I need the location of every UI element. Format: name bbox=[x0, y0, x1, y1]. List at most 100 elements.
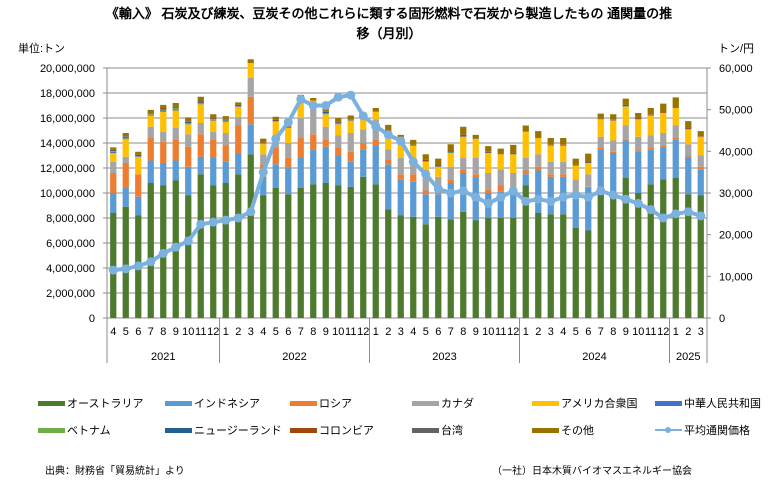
price-point bbox=[308, 101, 318, 110]
price-point bbox=[558, 192, 568, 202]
legend-label: オーストラリア bbox=[67, 398, 144, 410]
x-tick-year: 2025 bbox=[676, 351, 700, 363]
bar-segment bbox=[197, 100, 204, 102]
bar-segment bbox=[147, 138, 154, 161]
bar-segment bbox=[622, 105, 629, 107]
bar-segment bbox=[497, 148, 504, 154]
bar-segment bbox=[597, 186, 604, 318]
x-tick-month: 8 bbox=[460, 326, 466, 338]
bar-segment bbox=[372, 108, 379, 112]
bar-segment bbox=[197, 174, 204, 318]
bar-segment bbox=[285, 194, 292, 318]
bar-segment bbox=[272, 121, 279, 122]
bar-segment bbox=[510, 154, 517, 173]
y-tick-left: 20,000,000 bbox=[40, 63, 95, 75]
bar-segment bbox=[160, 104, 167, 108]
x-tick-month: 4 bbox=[260, 326, 266, 338]
bar-segment bbox=[697, 136, 704, 156]
bar-segment bbox=[547, 174, 554, 177]
price-point bbox=[683, 207, 693, 217]
bar-segment bbox=[597, 149, 604, 187]
bar-segment bbox=[147, 114, 154, 116]
bar-segment bbox=[210, 158, 217, 186]
bar-segment bbox=[585, 174, 592, 187]
bar-segment bbox=[235, 174, 242, 318]
bar-segment bbox=[410, 216, 417, 318]
bar-segment bbox=[172, 128, 179, 140]
bar-segment bbox=[272, 120, 279, 122]
legend-swatch bbox=[532, 400, 559, 406]
bar-segment bbox=[110, 150, 117, 152]
bar-segment bbox=[297, 118, 304, 138]
y-tick-left: 14,000,000 bbox=[40, 138, 95, 150]
price-point bbox=[471, 192, 481, 202]
bar-segment bbox=[672, 107, 679, 108]
bar-segment bbox=[197, 101, 204, 103]
bar-segment bbox=[247, 63, 254, 78]
bar-segment bbox=[322, 126, 329, 140]
bar-segment bbox=[285, 128, 292, 143]
bar-segment bbox=[197, 96, 204, 101]
bar-segment bbox=[185, 123, 192, 125]
bar-segment bbox=[272, 116, 279, 120]
price-point bbox=[183, 236, 193, 246]
legend-swatch bbox=[412, 400, 439, 406]
bar-segment bbox=[222, 161, 229, 183]
bar-segment bbox=[410, 139, 417, 145]
bar-segment bbox=[435, 166, 442, 177]
bar-segment bbox=[672, 178, 679, 318]
bar-segment bbox=[435, 194, 442, 217]
y-tick-left: 18,000,000 bbox=[40, 88, 95, 100]
bar-segment bbox=[585, 163, 592, 175]
bar-segment bbox=[672, 139, 679, 178]
legend-item: 平均通関価格 bbox=[655, 422, 750, 438]
price-point bbox=[196, 219, 206, 229]
bar-segment bbox=[635, 193, 642, 318]
bar-segment bbox=[547, 176, 554, 215]
price-point bbox=[146, 257, 156, 267]
bar-segment bbox=[697, 195, 704, 318]
bar-segment bbox=[697, 131, 704, 137]
bar-segment bbox=[622, 106, 629, 107]
bar-segment bbox=[647, 184, 654, 318]
bar-segment bbox=[385, 209, 392, 318]
x-tick-month: 1 bbox=[373, 326, 379, 338]
bar-segment bbox=[460, 134, 467, 137]
bar-segment bbox=[472, 158, 479, 175]
bar-segment bbox=[297, 158, 304, 188]
bar-segment bbox=[235, 106, 242, 107]
bar-segment bbox=[560, 144, 567, 145]
bar-segment bbox=[535, 213, 542, 318]
price-point bbox=[283, 117, 293, 127]
bar-segment bbox=[522, 174, 529, 186]
legend-label: 中華人民共和国 bbox=[684, 398, 761, 410]
bar-segment bbox=[235, 102, 242, 105]
bar-segment bbox=[497, 153, 504, 155]
legend-swatch bbox=[165, 427, 192, 433]
bar-segment bbox=[297, 188, 304, 318]
chart-title: 《輸入》 石炭及び練炭、豆炭その他これらに類する固形燃料で石炭から製造したもの … bbox=[0, 4, 778, 44]
bar-segment bbox=[172, 109, 179, 111]
price-point bbox=[258, 167, 268, 177]
bar-segment bbox=[322, 146, 329, 183]
bar-segment bbox=[185, 123, 192, 124]
bar-segment bbox=[560, 161, 567, 175]
x-tick-month: 12 bbox=[657, 326, 669, 338]
legend-label: 平均通関価格 bbox=[684, 425, 750, 437]
bar-segment bbox=[160, 109, 167, 110]
x-tick-month: 9 bbox=[173, 326, 179, 338]
price-point bbox=[371, 121, 381, 131]
y-tick-left: 12,000,000 bbox=[40, 163, 95, 175]
bar-segment bbox=[222, 119, 229, 121]
bar-segment bbox=[597, 113, 604, 119]
bar-segment bbox=[485, 152, 492, 153]
bar-segment bbox=[310, 184, 317, 318]
organization-note: （一社）日本木質バイオマスエネルギー協会 bbox=[492, 466, 692, 477]
price-point bbox=[408, 157, 418, 167]
bar-segment bbox=[410, 174, 417, 182]
legend-item: インドネシア bbox=[165, 395, 260, 411]
bar-segment bbox=[210, 118, 217, 119]
bar-segment bbox=[135, 151, 142, 155]
bar-segment bbox=[422, 161, 429, 162]
bar-segment bbox=[135, 174, 142, 197]
